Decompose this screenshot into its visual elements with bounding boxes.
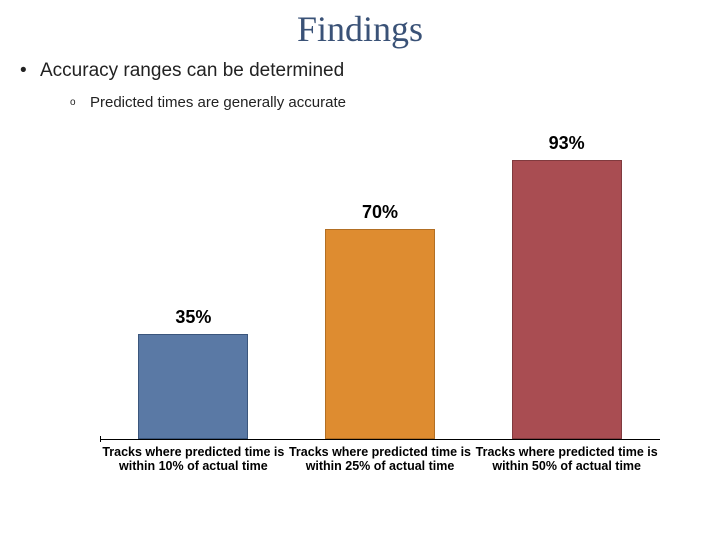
x-axis-labels: Tracks where predicted time is within 10… bbox=[100, 445, 660, 474]
bar bbox=[325, 229, 435, 439]
bar-value-label: 93% bbox=[549, 133, 585, 154]
x-axis-label: Tracks where predicted time is within 50… bbox=[473, 445, 660, 474]
x-axis-label: Tracks where predicted time is within 25… bbox=[287, 445, 474, 474]
bar-value-label: 35% bbox=[175, 307, 211, 328]
bar-chart: 35%70%93% Tracks where predicted time is… bbox=[100, 140, 660, 480]
bar bbox=[138, 334, 248, 439]
bar-value-label: 70% bbox=[362, 202, 398, 223]
axis-tick bbox=[100, 436, 101, 442]
bullet-main: Accuracy ranges can be determined bbox=[0, 60, 720, 82]
page-title: Findings bbox=[0, 0, 720, 50]
bar bbox=[512, 160, 622, 439]
bullet-sub: Predicted times are generally accurate bbox=[0, 94, 720, 111]
x-axis-label: Tracks where predicted time is within 10… bbox=[100, 445, 287, 474]
chart-plot: 35%70%93% bbox=[100, 140, 660, 440]
